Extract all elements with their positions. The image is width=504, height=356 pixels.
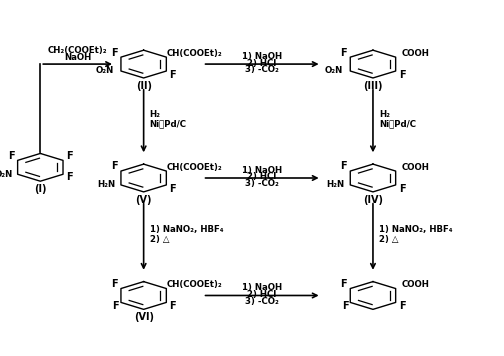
Text: 2) HCl: 2) HCl	[247, 290, 277, 299]
Text: COOH: COOH	[402, 49, 430, 58]
Text: F: F	[169, 69, 176, 80]
Text: COOH: COOH	[402, 163, 430, 172]
Text: 3) -CO₂: 3) -CO₂	[245, 65, 279, 74]
Text: 1) NaNO₂, HBF₄: 1) NaNO₂, HBF₄	[379, 225, 453, 234]
Text: 2) △: 2) △	[150, 235, 169, 244]
Text: 3) -CO₂: 3) -CO₂	[245, 297, 279, 306]
Text: NaOH: NaOH	[64, 53, 91, 62]
Text: F: F	[111, 279, 118, 289]
Text: Ni或Pd/C: Ni或Pd/C	[150, 119, 186, 129]
Text: 3) -CO₂: 3) -CO₂	[245, 179, 279, 188]
Text: 1) NaNO₂, HBF₄: 1) NaNO₂, HBF₄	[150, 225, 223, 234]
Text: F: F	[340, 161, 347, 172]
Text: 2) HCl: 2) HCl	[247, 58, 277, 68]
Text: 2) HCl: 2) HCl	[247, 172, 277, 182]
Text: (VI): (VI)	[134, 312, 154, 322]
Text: (II): (II)	[136, 81, 152, 91]
Text: (IV): (IV)	[363, 195, 383, 205]
Text: F: F	[111, 161, 118, 172]
Text: Ni或Pd/C: Ni或Pd/C	[379, 119, 416, 129]
Text: F: F	[399, 301, 406, 311]
Text: (V): (V)	[136, 195, 152, 205]
Text: 1) NaOH: 1) NaOH	[242, 166, 282, 175]
Text: H₂N: H₂N	[326, 180, 344, 189]
Text: 1) NaOH: 1) NaOH	[242, 52, 282, 61]
Text: COOH: COOH	[402, 281, 430, 289]
Text: O₂N: O₂N	[325, 66, 343, 75]
Text: 1) NaOH: 1) NaOH	[242, 283, 282, 292]
Text: F: F	[340, 47, 347, 58]
Text: O₂N: O₂N	[0, 170, 13, 179]
Text: 2) △: 2) △	[379, 235, 399, 244]
Text: F: F	[340, 279, 347, 289]
Text: F: F	[8, 151, 15, 161]
Text: F: F	[111, 47, 118, 58]
Text: F: F	[169, 183, 176, 194]
Text: (I): (I)	[34, 184, 46, 194]
Text: CH₂(COOEt)₂: CH₂(COOEt)₂	[48, 46, 107, 55]
Text: F: F	[112, 301, 119, 311]
Text: CH(COOEt)₂: CH(COOEt)₂	[166, 49, 222, 58]
Text: H₂: H₂	[150, 110, 161, 119]
Text: F: F	[169, 301, 176, 311]
Text: F: F	[399, 69, 406, 80]
Text: F: F	[66, 172, 73, 182]
Text: CH(COOEt)₂: CH(COOEt)₂	[166, 281, 222, 289]
Text: H₂: H₂	[379, 110, 390, 119]
Text: F: F	[66, 151, 73, 161]
Text: H₂N: H₂N	[97, 180, 115, 189]
Text: O₂N: O₂N	[96, 66, 114, 75]
Text: (III): (III)	[363, 81, 383, 91]
Text: CH(COOEt)₂: CH(COOEt)₂	[166, 163, 222, 172]
Text: F: F	[399, 183, 406, 194]
Text: F: F	[342, 301, 349, 311]
